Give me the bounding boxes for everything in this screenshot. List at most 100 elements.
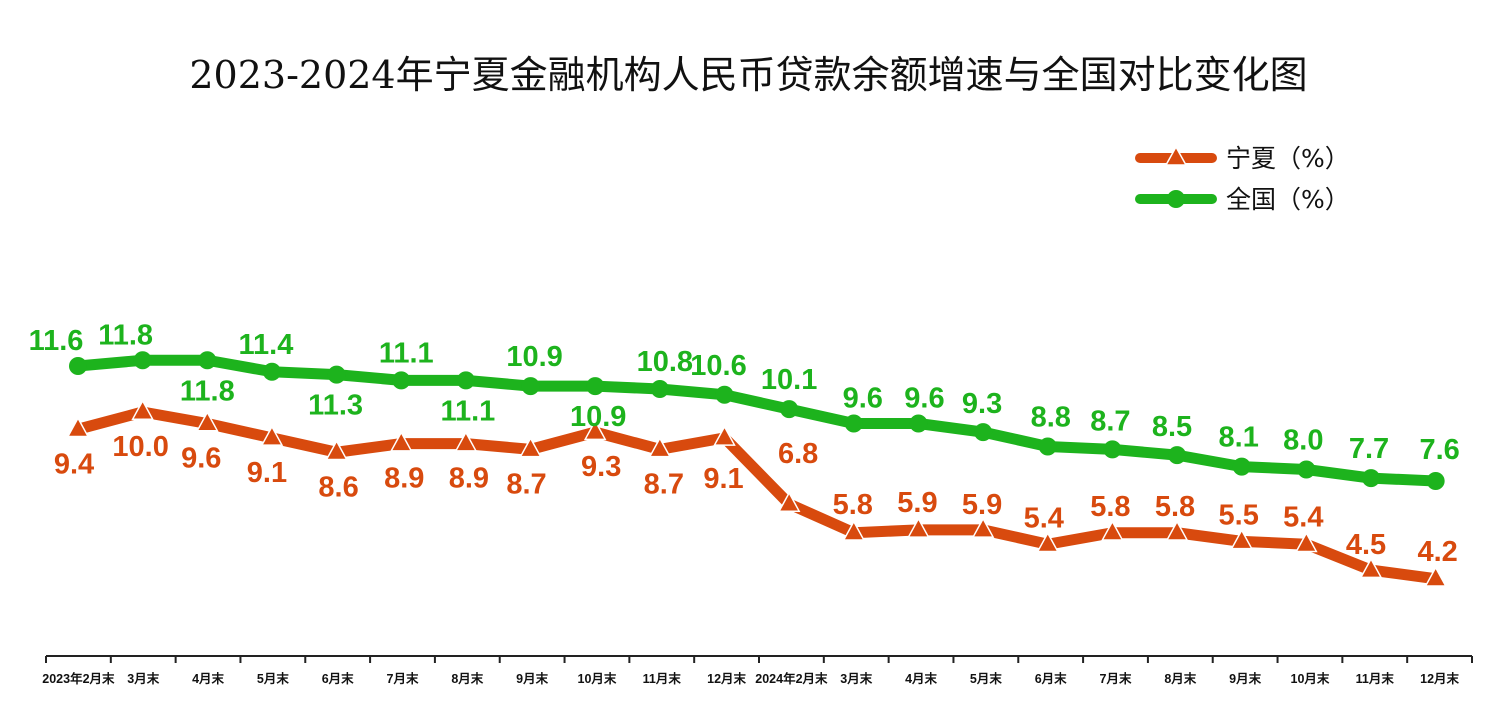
x-tick-label: 11月末 xyxy=(643,671,682,686)
x-tick-label: 3月末 xyxy=(127,671,159,686)
legend-label: 全国（%） xyxy=(1226,185,1350,214)
x-tick-label: 4月末 xyxy=(905,671,937,686)
data-label: 10.9 xyxy=(506,341,562,373)
x-tick-label: 5月末 xyxy=(970,671,1002,686)
data-point xyxy=(133,351,152,370)
data-label: 5.8 xyxy=(1090,491,1130,523)
data-point xyxy=(392,371,411,390)
data-point xyxy=(1426,472,1445,490)
data-label: 10.6 xyxy=(690,350,746,382)
x-tick-label: 11月末 xyxy=(1356,671,1395,686)
data-point xyxy=(519,436,542,458)
series-line-1 xyxy=(72,354,1442,487)
data-label: 9.6 xyxy=(181,443,221,475)
data-point xyxy=(844,414,863,433)
data-label: 5.4 xyxy=(1024,502,1064,534)
data-label: 4.2 xyxy=(1417,536,1457,568)
data-label: 5.9 xyxy=(897,487,937,519)
data-point xyxy=(327,365,346,384)
data-point xyxy=(1359,557,1383,579)
data-label: 10.1 xyxy=(761,364,817,396)
data-point xyxy=(389,430,413,452)
data-label: 7.7 xyxy=(1349,433,1389,465)
data-point xyxy=(650,380,669,398)
data-point xyxy=(971,517,995,538)
x-tick-label: 12月末 xyxy=(1420,671,1459,686)
x-tick-label: 10月末 xyxy=(578,671,617,686)
data-label: 11.4 xyxy=(239,329,294,361)
data-label: 9.6 xyxy=(904,383,944,415)
x-tick-label: 6月末 xyxy=(1035,671,1067,686)
data-label: 9.3 xyxy=(962,388,1002,420)
data-label: 8.5 xyxy=(1152,411,1192,443)
data-point xyxy=(586,377,605,396)
data-label: 8.9 xyxy=(449,463,489,495)
data-label: 10.9 xyxy=(570,401,626,433)
data-label: 7.6 xyxy=(1419,434,1459,466)
x-tick-label: 2023年2月末 xyxy=(42,671,115,686)
data-point xyxy=(262,362,281,381)
data-point xyxy=(69,357,87,375)
x-tick-label: 3月末 xyxy=(840,671,872,686)
data-point xyxy=(325,439,348,461)
data-point xyxy=(1295,531,1318,553)
data-point xyxy=(1168,446,1187,465)
data-label: 11.8 xyxy=(180,375,235,407)
data-point xyxy=(583,419,607,441)
data-label: 11.1 xyxy=(379,337,434,369)
data-label: 11.6 xyxy=(29,325,84,357)
data-label: 9.4 xyxy=(54,448,94,480)
data-label: 5.8 xyxy=(1155,491,1195,523)
data-point xyxy=(131,399,154,420)
data-point xyxy=(1297,460,1316,479)
data-label: 11.3 xyxy=(308,390,363,422)
legend-label: 宁夏（%） xyxy=(1226,144,1350,173)
data-point xyxy=(974,423,993,442)
data-label: 8.7 xyxy=(1090,405,1130,437)
data-label: 8.8 xyxy=(1031,402,1071,434)
data-point xyxy=(196,410,219,432)
chart-title: 2023-2024年宁夏金融机构人民币贷款余额增速与全国对比变化图 xyxy=(189,53,1308,97)
x-tick-label: 9月末 xyxy=(1229,671,1261,686)
data-label: 9.1 xyxy=(703,463,743,495)
x-tick-label: 12月末 xyxy=(707,671,746,686)
data-point xyxy=(66,416,90,438)
data-point xyxy=(1036,531,1060,553)
x-tick-label: 2024年2月末 xyxy=(755,671,828,686)
x-tick-label: 8月末 xyxy=(1164,671,1196,686)
data-point xyxy=(456,371,475,390)
data-point xyxy=(454,430,478,452)
x-tick-label: 4月末 xyxy=(192,671,224,686)
legend-marker xyxy=(1167,190,1185,208)
legend-marker xyxy=(1164,145,1188,166)
data-point xyxy=(715,385,734,404)
data-label: 10.8 xyxy=(637,346,693,378)
x-tick-label: 8月末 xyxy=(451,671,483,686)
data-point xyxy=(1103,440,1122,459)
data-point xyxy=(521,377,540,396)
data-label: 9.6 xyxy=(843,383,883,415)
data-label: 5.8 xyxy=(833,489,873,521)
data-point xyxy=(713,425,736,446)
data-label: 5.9 xyxy=(962,489,1002,521)
data-point xyxy=(1424,566,1447,587)
legend: 宁夏（%） 全国（%） xyxy=(1135,144,1350,214)
data-point xyxy=(198,351,217,370)
data-point xyxy=(842,520,866,541)
data-label: 8.6 xyxy=(318,471,358,503)
data-point xyxy=(1038,437,1057,456)
data-label: 5.5 xyxy=(1219,499,1259,531)
series-layer xyxy=(66,351,1447,587)
data-label: 8.9 xyxy=(384,463,424,495)
series-line-0 xyxy=(72,406,1442,585)
data-point xyxy=(1362,469,1380,488)
data-label: 9.3 xyxy=(581,451,621,483)
x-tick-label: 9月末 xyxy=(516,671,548,686)
data-point xyxy=(648,436,672,458)
x-tick-label: 7月末 xyxy=(1100,671,1132,686)
x-tick-label: 10月末 xyxy=(1291,671,1330,686)
data-label: 11.8 xyxy=(98,319,153,351)
data-label: 8.1 xyxy=(1219,422,1259,454)
data-point xyxy=(1230,528,1253,550)
